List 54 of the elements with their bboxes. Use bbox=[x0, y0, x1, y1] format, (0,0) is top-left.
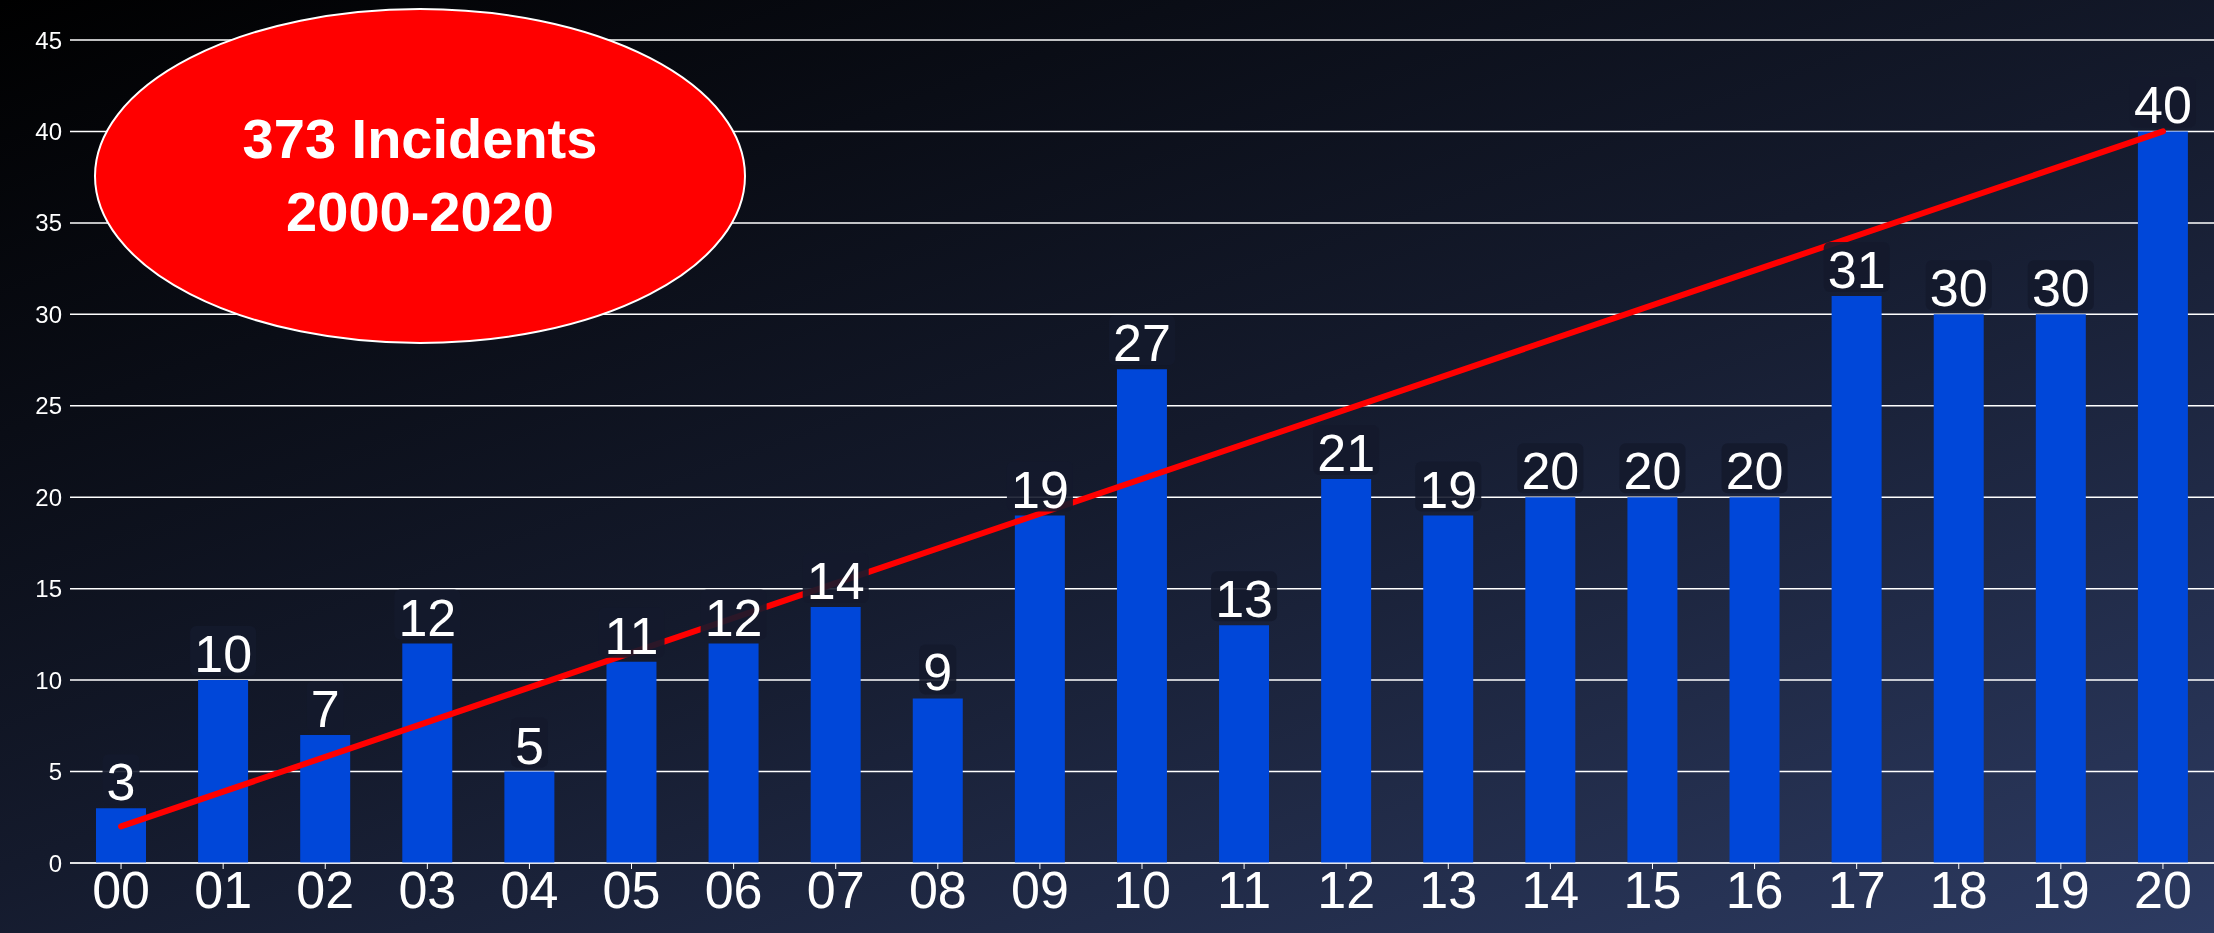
y-tick-label: 35 bbox=[35, 209, 62, 237]
y-tick-label: 30 bbox=[35, 300, 62, 328]
x-tick-label: 03 bbox=[398, 860, 457, 919]
x-tick-label: 18 bbox=[1929, 860, 1988, 919]
data-label: 14 bbox=[806, 551, 865, 610]
x-tick-label: 17 bbox=[1827, 860, 1886, 919]
x-tick-label: 10 bbox=[1113, 860, 1171, 919]
data-label: 40 bbox=[2134, 76, 2192, 135]
y-tick-label: 10 bbox=[35, 666, 62, 694]
x-tick-label: 13 bbox=[1419, 860, 1478, 919]
y-tick-label: 5 bbox=[48, 758, 62, 786]
x-tick-label: 05 bbox=[602, 860, 661, 919]
y-tick-label: 45 bbox=[35, 26, 62, 54]
x-tick-label: 02 bbox=[296, 860, 355, 919]
data-label: 30 bbox=[2031, 259, 2090, 318]
y-tick-label: 15 bbox=[35, 575, 62, 603]
x-tick-label: 06 bbox=[704, 860, 763, 919]
x-tick-label: 00 bbox=[92, 860, 150, 919]
x-tick-label: 04 bbox=[500, 860, 559, 919]
data-label: 19 bbox=[1010, 460, 1069, 519]
x-tick-label: 08 bbox=[908, 860, 967, 919]
data-label: 21 bbox=[1317, 423, 1376, 482]
data-label: 7 bbox=[310, 679, 340, 738]
data-label: 12 bbox=[704, 588, 763, 647]
y-tick-label: 20 bbox=[35, 483, 62, 511]
data-label: 20 bbox=[1521, 442, 1580, 501]
data-label: 30 bbox=[1929, 259, 1988, 318]
x-tick-label: 20 bbox=[2134, 860, 2192, 919]
data-label: 19 bbox=[1419, 460, 1478, 519]
annotation: 373 Incidents 2000-2020 bbox=[242, 106, 598, 245]
x-tick-label: 09 bbox=[1010, 860, 1069, 919]
x-tick-label: 07 bbox=[806, 860, 865, 919]
x-tick-label: 15 bbox=[1623, 860, 1682, 919]
data-label: 13 bbox=[1215, 570, 1274, 629]
y-tick-label: 25 bbox=[35, 392, 62, 420]
x-tick-label: 11 bbox=[1217, 860, 1272, 919]
ellipse-badge: 373 Incidents 2000-2020 bbox=[92, 6, 748, 346]
data-label: 9 bbox=[923, 643, 953, 702]
data-label: 20 bbox=[1725, 442, 1784, 501]
x-tick-label: 19 bbox=[2031, 860, 2090, 919]
x-tick-label: 01 bbox=[194, 860, 253, 919]
data-label: 11 bbox=[604, 606, 659, 665]
data-label: 10 bbox=[194, 625, 253, 684]
data-label: 20 bbox=[1623, 442, 1682, 501]
x-tick-label: 16 bbox=[1725, 860, 1784, 919]
y-tick-label: 0 bbox=[48, 849, 62, 877]
data-label: 27 bbox=[1113, 314, 1171, 373]
y-tick-label: 40 bbox=[35, 117, 62, 145]
x-tick-label: 12 bbox=[1317, 860, 1376, 919]
data-label: 5 bbox=[514, 716, 544, 775]
data-label: 31 bbox=[1827, 241, 1886, 300]
x-tick-label: 14 bbox=[1521, 860, 1580, 919]
data-label: 12 bbox=[398, 588, 457, 647]
data-label: 3 bbox=[106, 753, 136, 812]
